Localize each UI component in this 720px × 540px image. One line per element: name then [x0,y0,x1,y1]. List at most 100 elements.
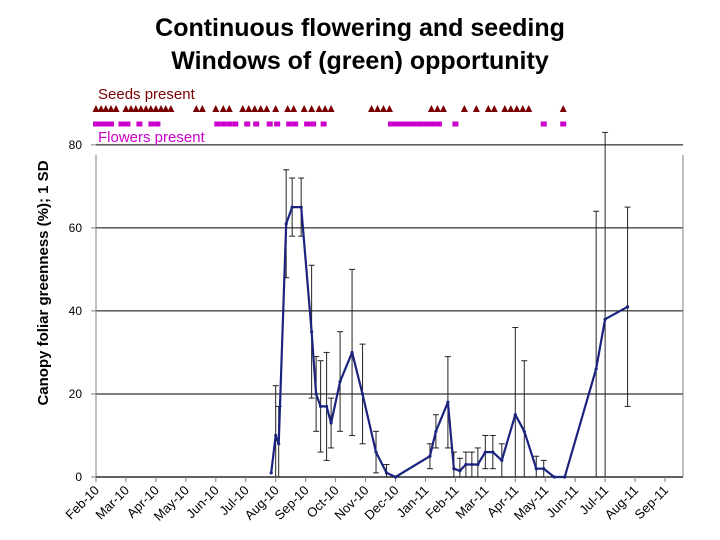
data-point [434,429,438,433]
flower-marker [560,121,567,127]
data-point [452,467,456,471]
x-tick-label: Jun-10 [183,483,222,522]
seed-marker [484,105,492,112]
data-point [428,454,432,458]
seed-marker [157,105,165,112]
flower-marker [405,121,412,127]
flower-marker [393,121,400,127]
data-point [299,205,303,209]
seed-marker [439,105,447,112]
flower-marker [292,121,299,127]
seed-marker [290,105,298,112]
data-point [563,475,567,479]
x-tick-label: Sep-10 [272,483,312,523]
seed-marker [501,105,509,112]
seeds-present-label: Seeds present [98,86,196,103]
seed-marker [212,105,220,112]
data-point [360,392,365,396]
seed-marker [225,105,233,112]
seed-marker [272,105,280,112]
seed-marker [102,105,110,112]
data-point [603,317,607,321]
data-point [464,462,468,467]
seed-marker [308,105,316,112]
flower-marker [417,121,424,127]
x-tick-label: Mar-11 [452,483,491,522]
data-point [277,442,281,446]
seed-marker [167,105,175,112]
chart-subtitle: Windows of (green) opportunity [171,47,549,75]
data-point [269,471,273,475]
flower-marker [124,121,131,127]
x-tick-label: Sep-11 [632,483,672,523]
data-point [290,205,294,209]
data-point [338,379,342,384]
seed-marker [97,105,105,112]
y-tick-label: 0 [75,470,82,484]
flower-marker [253,121,260,127]
data-point [534,467,538,471]
flower-marker [320,121,327,127]
flower-marker [93,121,99,127]
labels: Seeds present Flowers present Canopy fol… [35,86,206,406]
flower-marker [399,121,406,127]
seed-marker [239,105,247,112]
seed-marker [472,105,480,112]
seed-marker [507,105,515,112]
seed-marker [368,105,376,112]
data-point [625,305,630,309]
data-point [500,458,504,462]
flowers-present-label: Flowers present [98,129,206,146]
seed-marker [107,105,115,112]
seed-marker [386,105,393,112]
flower-marker [107,121,114,127]
data-point [319,404,323,409]
seed-marker [198,105,206,112]
flower-marker [387,121,394,127]
data-point [329,421,333,425]
seed-marker [327,105,335,112]
flower-marker [136,121,143,127]
flower-marker [429,121,436,127]
data-point [393,475,398,479]
flower-marker [220,121,227,127]
flower-marker [154,121,161,127]
seed-marker [192,105,200,112]
x-tick-label: Dec-10 [361,483,401,523]
seed-marker [127,105,135,112]
flower-marker [304,121,311,127]
seed-marker [300,105,308,112]
seed-marker [162,105,170,112]
data-point [513,413,517,417]
series-lines [269,205,630,479]
data-point [374,450,378,454]
data-point [325,404,329,409]
seed-marker [284,105,292,112]
flower-marker [274,121,281,127]
flower-marker [118,121,125,127]
seed-marker [132,105,140,112]
seed-marker [137,105,145,112]
seed-marker [245,105,253,112]
chart-title-block: Continuous flowering and seeding Windows… [0,12,720,78]
flower-marker [286,121,293,127]
seed-marker [251,105,259,112]
data-point [446,400,450,404]
flower-marker [310,121,317,127]
data-point [310,330,314,334]
seed-marker [525,105,533,112]
seed-marker [433,105,441,112]
axes: 020406080Feb-10Mar-10Apr-10May-10Jun-10J… [62,138,684,524]
seed-marker [519,105,527,112]
x-tick-label: Feb-11 [422,483,461,522]
data-point [476,462,480,467]
seed-marker [513,105,521,112]
seed-marker [374,105,382,112]
data-point [274,433,278,438]
seed-marker [559,105,567,112]
x-tick-label: Jun-11 [543,483,581,521]
y-tick-label: 80 [69,138,83,152]
flower-marker [435,121,442,127]
chart-title: Continuous flowering and seeding [155,14,565,42]
